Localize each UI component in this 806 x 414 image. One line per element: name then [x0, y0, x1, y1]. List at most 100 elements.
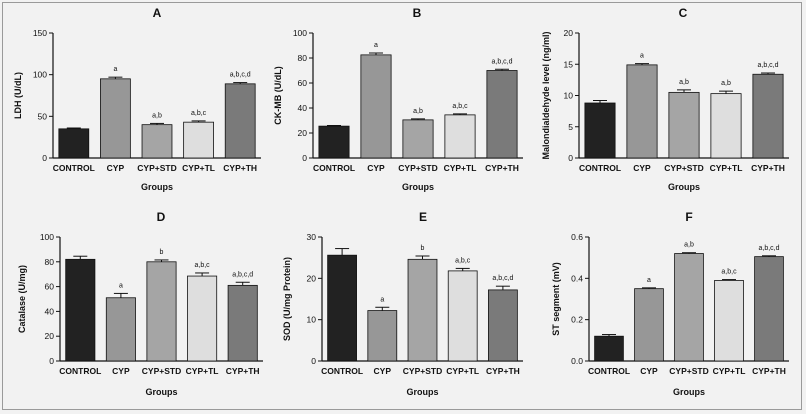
bar-cyp-th	[755, 257, 784, 361]
y-tick-label: 100	[293, 28, 307, 38]
x-tick-label: CYP	[107, 163, 125, 173]
significance-label: a,b,c	[455, 257, 471, 264]
y-tick-label: 10	[307, 315, 317, 325]
bar-cyp	[106, 298, 135, 361]
panel-a: A 0 50 100 150 CONTROL a CYP a,b CYP+STD a,b,c CYP+…	[13, 6, 261, 192]
panel-e: E 0 10 20 30 CONTROL a CYP b CYP+STD a,b,c CYP+TL a,…	[282, 210, 523, 397]
x-tick-label: CYP+TL	[713, 366, 746, 376]
significance-label: a	[119, 282, 123, 289]
bar-chart-grid: A050100150CONTROLaCYPa,bCYP+STDa,b,cCYP+…	[3, 3, 803, 411]
significance-label: a,b,c,d	[758, 245, 779, 252]
bar-cyp-tl	[715, 280, 744, 361]
y-tick-label: 0	[311, 356, 316, 366]
bar-control	[59, 129, 89, 158]
significance-label: a,b	[152, 112, 162, 119]
significance-label: a,b	[684, 242, 694, 249]
panel-letter: C	[679, 6, 688, 20]
significance-label: b	[421, 245, 425, 252]
x-tick-label: CYP+TL	[182, 163, 215, 173]
y-tick-label: 0	[302, 153, 307, 163]
significance-label: a,b,c,d	[757, 62, 778, 69]
significance-label: b	[160, 249, 164, 256]
y-tick-label: 0	[42, 153, 47, 163]
x-axis-title: Groups	[402, 182, 434, 192]
y-tick-label: 20	[564, 28, 574, 38]
x-tick-label: CYP+TH	[486, 366, 520, 376]
panel-d: D 0 20 40 60 80 100 CONTROL a CYP b CYP+STD a,b,c CYP…	[17, 210, 263, 397]
y-axis-title: LDH (U/dL)	[13, 72, 23, 119]
bar-cyp	[627, 65, 657, 158]
significance-label: a	[374, 42, 378, 49]
bar-cyp-std	[142, 125, 172, 158]
significance-label: a	[640, 53, 644, 60]
bar-cyp-tl	[711, 94, 741, 158]
bar-cyp-th	[225, 84, 255, 158]
x-tick-label: CONTROL	[579, 163, 621, 173]
significance-label: a,b,c	[191, 110, 207, 117]
panel-letter: E	[419, 210, 427, 224]
x-tick-label: CYP+STD	[142, 366, 181, 376]
x-tick-label: CYP+STD	[669, 366, 708, 376]
x-tick-label: CYP+TH	[226, 366, 260, 376]
x-tick-label: CYP+STD	[664, 163, 703, 173]
significance-label: a,b,c,d	[232, 271, 253, 278]
significance-label: a,b,c,d	[492, 275, 513, 282]
significance-label: a,b,c	[452, 103, 468, 110]
x-axis-title: Groups	[141, 182, 173, 192]
x-tick-label: CONTROL	[588, 366, 630, 376]
bar-cyp-tl	[184, 122, 214, 158]
significance-label: a,b,c,d	[230, 72, 251, 79]
significance-label: a	[647, 277, 651, 284]
panel-letter: B	[413, 6, 422, 20]
x-tick-label: CYP+STD	[398, 163, 437, 173]
significance-label: a	[113, 66, 117, 73]
bar-cyp-th	[488, 290, 517, 361]
panel-c: C 0 5 10 15 20 CONTROL a CYP a,b CYP+STD a,b CYP+TL a…	[541, 6, 789, 192]
bar-cyp-std	[408, 259, 437, 361]
panel-b: B 0 20 40 60 80 100 CONTROL a CYP a,b CYP+STD a,b,c C…	[273, 6, 523, 192]
y-tick-label: 80	[45, 257, 55, 267]
significance-label: a	[380, 296, 384, 303]
y-tick-label: 0.4	[571, 273, 583, 283]
y-tick-label: 40	[298, 103, 308, 113]
bar-cyp	[368, 311, 397, 361]
significance-label: a,b	[721, 80, 731, 87]
bar-cyp-std	[403, 120, 433, 158]
x-tick-label: CYP+TH	[751, 163, 785, 173]
y-tick-label: 50	[38, 111, 48, 121]
bar-control	[328, 255, 357, 361]
x-axis-title: Groups	[406, 387, 438, 397]
y-axis-title: Malondialdehyde level (ng/ml)	[541, 31, 551, 159]
bar-control	[595, 336, 624, 361]
y-axis-title: SOD (U/mg Protein)	[282, 257, 292, 341]
x-tick-label: CYP+TL	[446, 366, 479, 376]
x-axis-title: Groups	[668, 182, 700, 192]
y-tick-label: 5	[568, 122, 573, 132]
x-tick-label: CYP+TL	[186, 366, 219, 376]
x-tick-label: CONTROL	[53, 163, 95, 173]
y-tick-label: 80	[298, 53, 308, 63]
significance-label: a,b,c	[721, 269, 737, 276]
x-tick-label: CYP+TH	[223, 163, 257, 173]
x-tick-label: CYP+TL	[710, 163, 743, 173]
x-axis-title: Groups	[145, 387, 177, 397]
y-tick-label: 30	[307, 232, 317, 242]
y-tick-label: 15	[564, 59, 574, 69]
y-tick-label: 0.6	[571, 232, 583, 242]
x-tick-label: CYP+TL	[444, 163, 477, 173]
y-tick-label: 60	[45, 282, 55, 292]
x-tick-label: CYP	[640, 366, 658, 376]
bar-cyp-th	[228, 285, 257, 361]
x-axis-title: Groups	[673, 387, 705, 397]
bar-cyp	[635, 289, 664, 361]
y-axis-title: CK-MB (U/dL)	[273, 66, 283, 124]
bar-cyp	[361, 55, 391, 158]
bar-cyp-std	[669, 92, 699, 158]
bar-cyp-th	[487, 71, 517, 159]
y-tick-label: 20	[298, 128, 308, 138]
bar-cyp-tl	[187, 276, 216, 361]
significance-label: a,b	[679, 79, 689, 86]
x-tick-label: CYP+STD	[403, 366, 442, 376]
y-tick-label: 0	[568, 153, 573, 163]
y-axis-title: ST segment (mV)	[551, 262, 561, 336]
